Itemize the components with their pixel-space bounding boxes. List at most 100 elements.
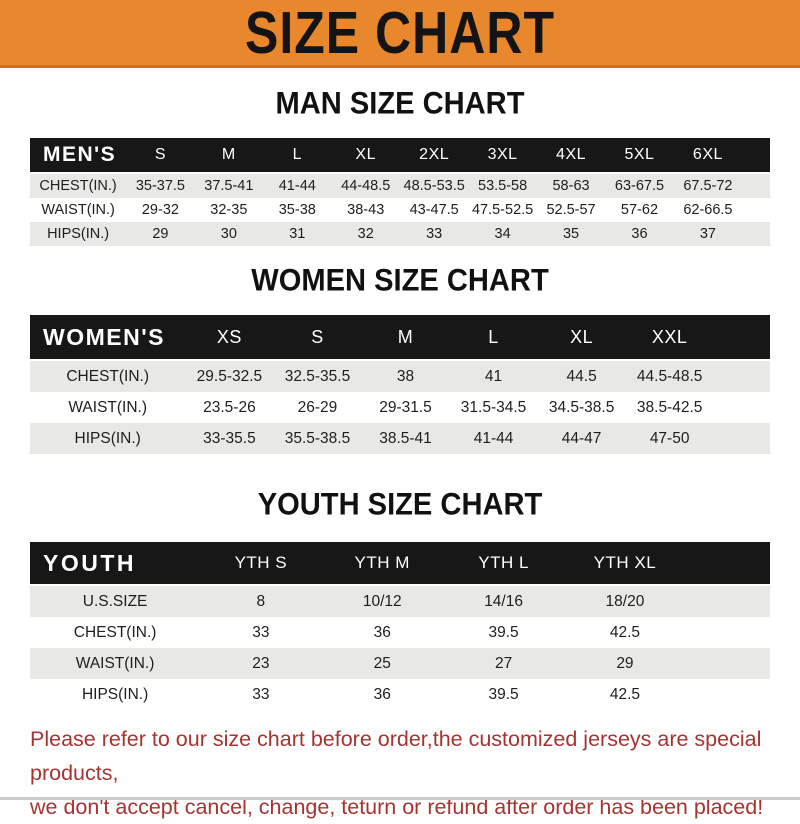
size-value: 52.5-57: [546, 202, 596, 218]
size-value: 47.5-52.5: [471, 202, 534, 218]
size-value: 36: [373, 623, 391, 641]
size-column-header: M: [397, 326, 414, 347]
size-value: 33: [252, 623, 270, 641]
measurement-label: HIPS(IN.): [47, 226, 110, 242]
size-value: 41-44: [278, 178, 316, 194]
size-value: 38: [396, 367, 415, 385]
size-value: 32-35: [210, 202, 248, 218]
size-value: 14/16: [484, 592, 523, 610]
size-value: 44-48.5: [341, 178, 391, 194]
measurement-row: U.S.SIZE 8 10/12 14/16 18/20: [30, 586, 770, 617]
measurement-label: CHEST(IN.): [73, 623, 157, 641]
size-value: 47-50: [649, 429, 690, 447]
size-value: 33: [252, 685, 270, 703]
size-value: 38-43: [347, 202, 385, 218]
measurement-row: CHEST(IN.) 35-37.5 37.5-41 41-44 44-48.5 48.5…: [30, 174, 770, 198]
size-value: 31.5-34.5: [460, 398, 527, 416]
size-value: 32: [357, 226, 374, 242]
size-column-header: 5XL: [624, 146, 655, 163]
size-column-header: L: [292, 146, 302, 163]
size-value: 44-47: [561, 429, 602, 447]
size-value: 62-66.5: [683, 202, 733, 218]
size-value: 8: [256, 592, 266, 610]
measurement-label: CHEST(IN.): [39, 178, 117, 194]
size-chart-content: MAN SIZE CHART MEN'S S M L XL 2XL 3XL 4XL 5XL 6XL…: [0, 85, 800, 710]
size-value: 29: [152, 226, 169, 242]
size-value: 67.5-72: [683, 178, 733, 194]
size-value: 29.5-32.5: [196, 367, 263, 385]
size-value: 44.5: [566, 367, 597, 385]
size-value: 37.5-41: [204, 178, 254, 194]
size-column-header: YTH S: [234, 553, 288, 572]
size-column-header: XS: [216, 326, 242, 347]
size-value: 37: [699, 226, 716, 242]
size-value: 43-47.5: [409, 202, 459, 218]
size-value: 33: [426, 226, 443, 242]
size-column-header: XL: [570, 326, 594, 347]
disclaimer-note: Please refer to our size chart before or…: [30, 722, 782, 824]
table-header-row: YOUTH YTH S YTH M YTH L YTH XL: [30, 542, 770, 584]
size-column-header: M: [221, 146, 236, 163]
measurement-row: WAIST(IN.) 29-32 32-35 35-38 38-43 43-47.5 47.…: [30, 198, 770, 222]
table-corner-label: WOMEN'S: [43, 323, 166, 350]
size-value: 27: [494, 654, 513, 672]
banner-title: SIZE CHART: [245, 0, 555, 66]
size-value: 63-67.5: [614, 178, 665, 194]
measurement-label: CHEST(IN.): [66, 367, 150, 385]
size-value: 57-62: [620, 202, 659, 218]
size-column-header: S: [311, 326, 324, 347]
size-value: 23.5-26: [203, 398, 256, 416]
size-value: 29-32: [141, 202, 179, 218]
measurement-label: HIPS(IN.): [81, 685, 149, 703]
size-column-header: L: [488, 326, 499, 347]
size-value: 35-37.5: [135, 178, 185, 194]
size-value: 58-63: [552, 178, 590, 194]
size-value: 29: [616, 654, 634, 672]
table-corner-label: MEN'S: [43, 143, 117, 166]
size-column-header: 2XL: [419, 146, 450, 163]
table-header-row: WOMEN'S XS S M L XL XXL: [30, 315, 770, 359]
measurement-label: WAIST(IN.): [68, 398, 148, 416]
size-value: 36: [373, 685, 391, 703]
size-value: 44.5-48.5: [636, 367, 703, 385]
size-value: 36: [631, 226, 648, 242]
measurement-row: CHEST(IN.) 29.5-32.5 32.5-35.5 38 41 44.5 44.5…: [30, 361, 770, 392]
size-value: 31: [289, 226, 306, 242]
measurement-row: CHEST(IN.) 33 36 39.5 42.5: [30, 617, 770, 648]
youth-size-chart-heading: YOUTH SIZE CHART: [257, 486, 543, 522]
mens-size-table: MEN'S S M L XL 2XL 3XL 4XL 5XL 6XL CHEST(IN.) 35-37…: [30, 138, 770, 246]
measurement-label: WAIST(IN.): [75, 654, 155, 672]
table-header-row: MEN'S S M L XL 2XL 3XL 4XL 5XL 6XL: [30, 138, 770, 172]
size-value: 33-35.5: [203, 429, 256, 447]
size-value: 41-44: [473, 429, 514, 447]
size-column-header: YTH M: [354, 553, 410, 572]
size-value: 34.5-38.5: [548, 398, 615, 416]
size-value: 53.5-58: [478, 178, 528, 194]
size-column-header: XXL: [651, 326, 688, 347]
size-column-header: 3XL: [487, 146, 518, 163]
size-value: 42.5: [609, 685, 641, 703]
man-size-chart-heading: MAN SIZE CHART: [275, 85, 525, 121]
size-value: 39.5: [488, 685, 519, 703]
size-value: 23: [252, 654, 270, 672]
measurement-row: WAIST(IN.) 23.5-26 26-29 29-31.5 31.5-34.5 34…: [30, 392, 770, 423]
measurement-row: HIPS(IN.) 33-35.5 35.5-38.5 38.5-41 41-44 44-…: [30, 423, 770, 454]
disclaimer-line-2: we don't accept cancel, change, teturn o…: [30, 795, 764, 819]
size-value: 42.5: [609, 623, 641, 641]
women-size-chart-heading: WOMEN SIZE CHART: [251, 262, 549, 298]
size-column-header: XL: [355, 146, 376, 163]
youth-size-chart-section: YOUTH SIZE CHART YOUTH YTH S YTH M YTH L YTH…: [0, 486, 800, 710]
size-value: 39.5: [488, 623, 519, 641]
size-value: 26-29: [297, 398, 338, 416]
measurement-row: HIPS(IN.) 29 30 31 32 33 34 35 36 37: [30, 222, 770, 246]
size-value: 32.5-35.5: [284, 367, 351, 385]
size-value: 41: [484, 367, 503, 385]
size-value: 34: [494, 226, 511, 242]
size-value: 48.5-53.5: [403, 178, 465, 194]
measurement-label: U.S.SIZE: [82, 592, 148, 610]
women-size-chart-section: WOMEN SIZE CHART WOMEN'S XS S M L XL XXL CHEST(…: [0, 262, 800, 454]
measurement-label: HIPS(IN.): [74, 429, 141, 447]
size-value: 30: [220, 226, 237, 242]
womens-size-table: WOMEN'S XS S M L XL XXL CHEST(IN.) 29.5-32.5 32.5…: [30, 315, 770, 454]
measurement-row: HIPS(IN.) 33 36 39.5 42.5: [30, 679, 770, 710]
